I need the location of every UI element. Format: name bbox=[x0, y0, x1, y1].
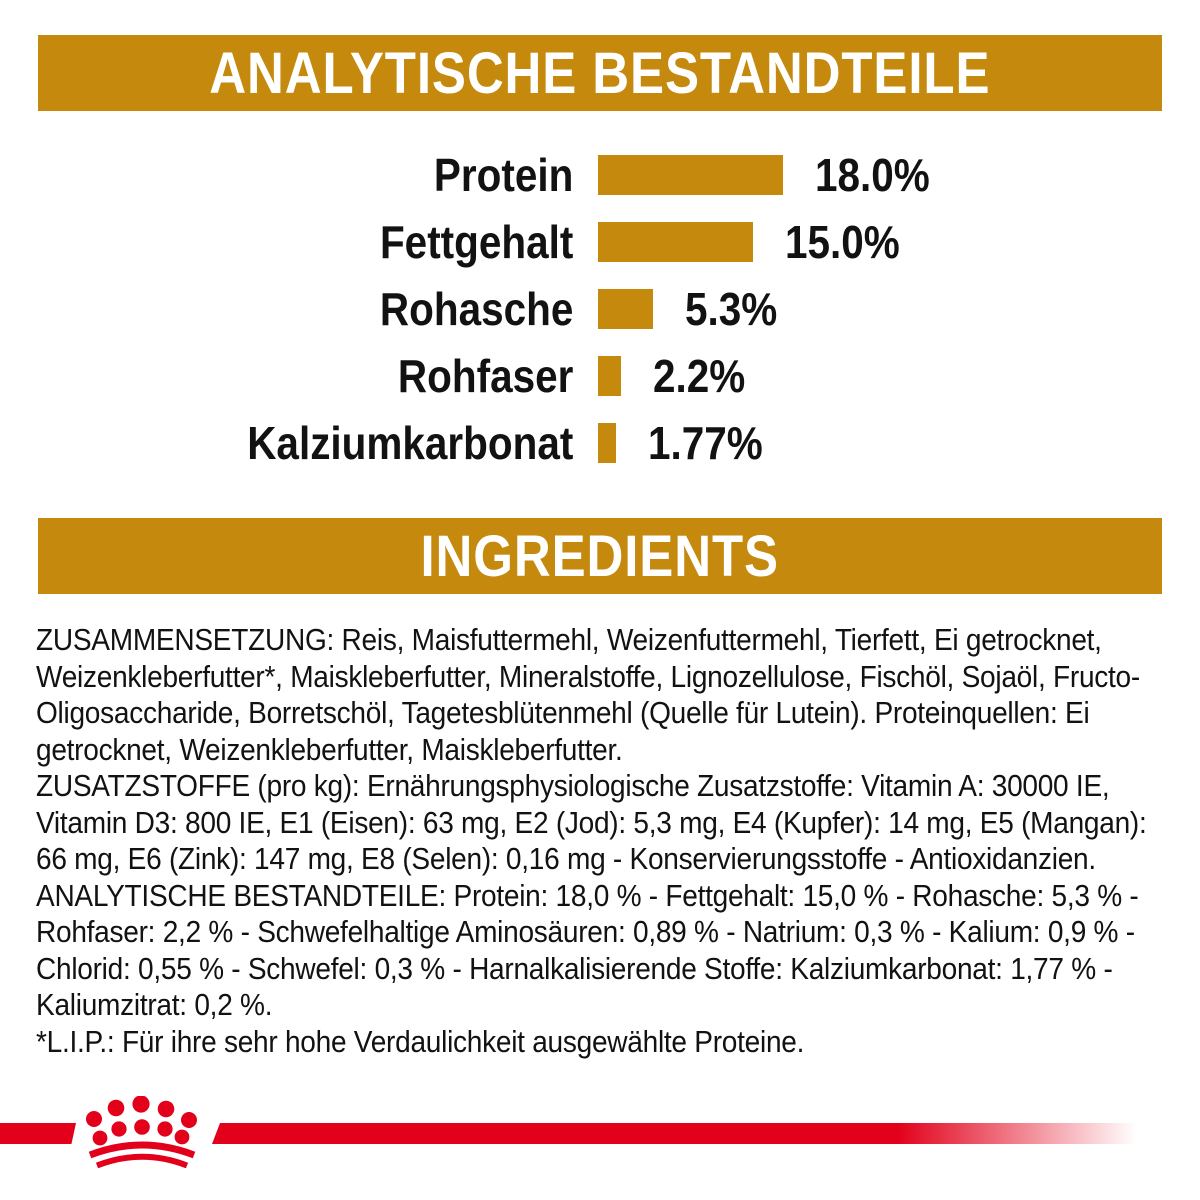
analytical-constituents-paragraph: ANALYTISCHE BESTANDTEILE: Protein: 18,0 … bbox=[36, 877, 1139, 1023]
chart-row-crude-fibre: Rohfaser 2.2% bbox=[0, 350, 1200, 402]
chart-label: Rohasche bbox=[379, 283, 574, 335]
analytical-constituents-banner: ANALYTISCHE BESTANDTEILE bbox=[38, 35, 1162, 111]
lip-footnote: *L.I.P.: Für ihre sehr hohe Verdaulichke… bbox=[36, 1023, 805, 1059]
analytical-constituents-title: ANALYTISCHE BESTANDTEILE bbox=[209, 40, 991, 106]
ingredients-title: INGREDIENTS bbox=[420, 523, 780, 589]
chart-bar bbox=[598, 289, 653, 329]
composition-paragraph: ZUSAMMENSETZUNG: Reis, Maisfuttermehl, W… bbox=[36, 622, 1140, 767]
red-stripe-left bbox=[0, 1123, 76, 1144]
chart-label: Rohfaser bbox=[397, 350, 574, 402]
chart-bar bbox=[598, 155, 783, 195]
chart-label: Protein bbox=[433, 149, 574, 201]
ingredients-banner: INGREDIENTS bbox=[38, 518, 1162, 594]
chart-bar bbox=[598, 423, 616, 463]
chart-bar bbox=[598, 356, 621, 396]
analytical-constituents-chart: Protein 18.0% Fettgehalt 15.0% Rohasche … bbox=[0, 149, 1200, 469]
additives-paragraph: ZUSATZSTOFFE (pro kg): Ernährungsphysiol… bbox=[36, 768, 1147, 876]
chart-label: Fettgehalt bbox=[379, 216, 574, 268]
red-stripe-right bbox=[212, 1123, 1137, 1144]
chart-value: 15.0% bbox=[785, 216, 900, 268]
chart-row-calcium-carbonate: Kalziumkarbonat 1.77% bbox=[0, 417, 1200, 469]
chart-row-protein: Protein 18.0% bbox=[0, 149, 1200, 201]
chart-value: 5.3% bbox=[685, 283, 778, 335]
ingredients-text-block: ZUSAMMENSETZUNG: Reis, Maisfuttermehl, W… bbox=[36, 622, 1158, 1060]
chart-value: 2.2% bbox=[653, 350, 746, 402]
chart-row-fat: Fettgehalt 15.0% bbox=[0, 216, 1200, 268]
chart-value: 18.0% bbox=[815, 149, 930, 201]
chart-row-crude-ash: Rohasche 5.3% bbox=[0, 283, 1200, 335]
chart-label: Kalziumkarbonat bbox=[247, 417, 574, 469]
royal-canin-crown-logo bbox=[86, 1096, 197, 1168]
chart-value: 1.77% bbox=[648, 417, 763, 469]
chart-bar bbox=[598, 222, 753, 262]
